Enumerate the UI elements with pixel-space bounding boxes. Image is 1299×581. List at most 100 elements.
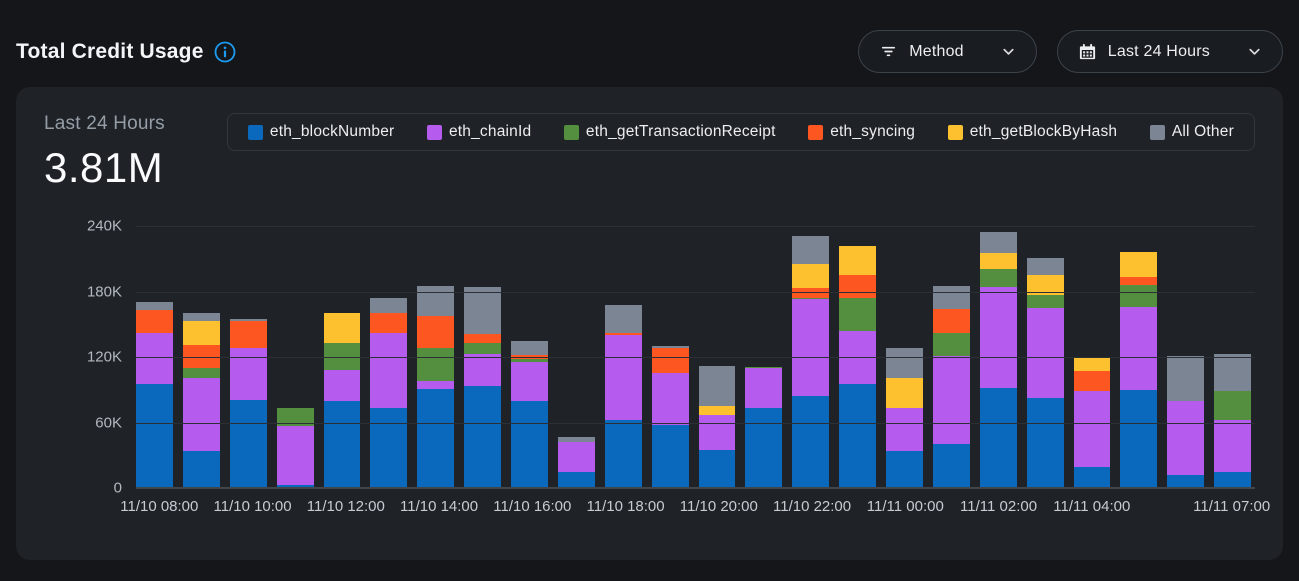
bar-11-10-18-00[interactable]	[604, 226, 642, 488]
bar-segment-eth_getBlockByHash[interactable]	[979, 253, 1017, 269]
bar-segment-eth_getBlockByHash[interactable]	[839, 245, 876, 276]
bar-segment-All Other[interactable]	[651, 346, 689, 349]
bar-segment-eth_getTransactionReceipt[interactable]	[839, 298, 876, 331]
bar-segment-eth_blockNumber[interactable]	[979, 387, 1017, 488]
bar-segment-eth_getTransactionReceipt[interactable]	[1214, 390, 1251, 421]
bar-segment-All Other[interactable]	[370, 298, 408, 314]
bar-11-10-13-00[interactable]	[370, 226, 408, 488]
bar-segment-eth_getBlockByHash[interactable]	[886, 377, 923, 409]
bar-segment-eth_syncing[interactable]	[1120, 277, 1158, 285]
bar-segment-eth_syncing[interactable]	[604, 333, 642, 336]
method-dropdown[interactable]: Method	[858, 30, 1037, 73]
bar-segment-All Other[interactable]	[229, 318, 267, 321]
bar-segment-eth_blockNumber[interactable]	[932, 444, 970, 488]
bar-segment-eth_blockNumber[interactable]	[370, 408, 408, 488]
bar-segment-eth_blockNumber[interactable]	[604, 420, 642, 488]
bar-segment-eth_chainId[interactable]	[511, 362, 548, 401]
bar-segment-eth_blockNumber[interactable]	[323, 400, 361, 488]
bar-11-10-14-00[interactable]	[417, 226, 455, 488]
bar-segment-eth_getBlockByHash[interactable]	[1073, 357, 1111, 372]
bar-segment-eth_syncing[interactable]	[464, 334, 501, 343]
legend-item-eth_blockNumber[interactable]: eth_blockNumber	[247, 123, 394, 141]
bar-11-11-04-00[interactable]	[1073, 226, 1111, 488]
bar-segment-eth_syncing[interactable]	[370, 313, 408, 333]
bar-segment-eth_getTransactionReceipt[interactable]	[1026, 294, 1064, 308]
bar-segment-eth_syncing[interactable]	[651, 348, 689, 374]
bar-segment-All Other[interactable]	[182, 313, 220, 321]
bar-segment-eth_getTransactionReceipt[interactable]	[323, 342, 361, 371]
bar-segment-eth_syncing[interactable]	[839, 275, 876, 299]
bar-11-11-03-00[interactable]	[1026, 226, 1064, 488]
bar-segment-eth_chainId[interactable]	[792, 299, 830, 397]
bar-segment-All Other[interactable]	[417, 286, 455, 316]
bar-segment-eth_blockNumber[interactable]	[229, 399, 267, 488]
bar-segment-eth_getBlockByHash[interactable]	[1026, 275, 1064, 295]
bar-segment-All Other[interactable]	[932, 286, 970, 309]
bar-11-10-10-00[interactable]	[229, 226, 267, 488]
bar-segment-eth_getBlockByHash[interactable]	[1120, 252, 1158, 278]
bar-segment-eth_blockNumber[interactable]	[839, 384, 876, 488]
bar-segment-eth_chainId[interactable]	[370, 333, 408, 409]
bar-segment-eth_getTransactionReceipt[interactable]	[979, 268, 1017, 288]
bar-segment-eth_getTransactionReceipt[interactable]	[745, 366, 783, 368]
bar-segment-eth_chainId[interactable]	[1026, 307, 1064, 399]
bar-segment-eth_chainId[interactable]	[1214, 420, 1251, 472]
bar-segment-All Other[interactable]	[557, 436, 595, 443]
bar-segment-eth_blockNumber[interactable]	[1073, 467, 1111, 488]
bar-11-10-15-00[interactable]	[464, 226, 501, 488]
bar-segment-eth_getBlockByHash[interactable]	[792, 264, 830, 289]
bar-11-10-22-00[interactable]	[792, 226, 830, 488]
bar-segment-eth_syncing[interactable]	[792, 288, 830, 299]
bar-11-11-05-00[interactable]	[1120, 226, 1158, 488]
bar-segment-eth_getTransactionReceipt[interactable]	[932, 333, 970, 356]
bar-segment-All Other[interactable]	[1026, 257, 1064, 276]
bar-segment-eth_blockNumber[interactable]	[651, 424, 689, 488]
bar-segment-All Other[interactable]	[511, 340, 548, 355]
bar-11-11-06-00[interactable]	[1167, 226, 1205, 488]
bar-segment-eth_syncing[interactable]	[417, 315, 455, 349]
bar-segment-eth_chainId[interactable]	[745, 367, 783, 409]
bar-segment-All Other[interactable]	[136, 302, 173, 311]
bar-segment-eth_blockNumber[interactable]	[276, 484, 314, 488]
bar-segment-eth_blockNumber[interactable]	[464, 386, 501, 488]
bar-11-10-16-00[interactable]	[511, 226, 548, 488]
bar-segment-eth_chainId[interactable]	[417, 381, 455, 389]
bar-11-10-09-00[interactable]	[182, 226, 220, 488]
bar-segment-eth_chainId[interactable]	[932, 355, 970, 445]
bar-11-10-11-00[interactable]	[276, 226, 314, 488]
bar-segment-All Other[interactable]	[792, 235, 830, 265]
bar-segment-All Other[interactable]	[1214, 353, 1251, 391]
bar-11-10-12-00[interactable]	[323, 226, 361, 488]
bar-segment-All Other[interactable]	[979, 231, 1017, 254]
bar-segment-eth_blockNumber[interactable]	[417, 388, 455, 488]
bar-segment-eth_chainId[interactable]	[136, 333, 173, 385]
bar-segment-eth_blockNumber[interactable]	[511, 400, 548, 488]
bar-11-11-00-00[interactable]	[886, 226, 923, 488]
bar-segment-eth_syncing[interactable]	[182, 345, 220, 368]
info-circle-icon[interactable]	[214, 41, 236, 63]
bar-segment-eth_blockNumber[interactable]	[136, 384, 173, 488]
bar-segment-eth_chainId[interactable]	[1120, 306, 1158, 390]
bar-segment-eth_blockNumber[interactable]	[792, 396, 830, 488]
bar-segment-eth_blockNumber[interactable]	[557, 471, 595, 488]
bar-segment-eth_chainId[interactable]	[698, 414, 736, 450]
bar-11-10-19-00[interactable]	[651, 226, 689, 488]
bar-segment-eth_getTransactionReceipt[interactable]	[464, 342, 501, 354]
bar-segment-eth_chainId[interactable]	[323, 370, 361, 401]
bar-segment-All Other[interactable]	[1167, 355, 1205, 401]
bar-segment-eth_blockNumber[interactable]	[886, 450, 923, 488]
bar-11-10-08-00[interactable]	[136, 226, 173, 488]
bar-11-10-21-00[interactable]	[745, 226, 783, 488]
bar-segment-eth_blockNumber[interactable]	[1214, 471, 1251, 488]
bar-segment-All Other[interactable]	[886, 348, 923, 378]
bar-segment-eth_getTransactionReceipt[interactable]	[182, 367, 220, 378]
bar-segment-eth_blockNumber[interactable]	[1120, 389, 1158, 488]
legend-item-eth_syncing[interactable]: eth_syncing	[808, 123, 915, 141]
bar-11-11-07-00[interactable]	[1214, 226, 1251, 488]
bar-segment-eth_chainId[interactable]	[886, 408, 923, 451]
bar-segment-eth_syncing[interactable]	[932, 308, 970, 333]
bar-segment-eth_blockNumber[interactable]	[1167, 474, 1205, 488]
legend-item-eth_getTransactionReceipt[interactable]: eth_getTransactionReceipt	[563, 123, 776, 141]
bar-11-10-20-00[interactable]	[698, 226, 736, 488]
bar-segment-eth_chainId[interactable]	[1073, 390, 1111, 468]
